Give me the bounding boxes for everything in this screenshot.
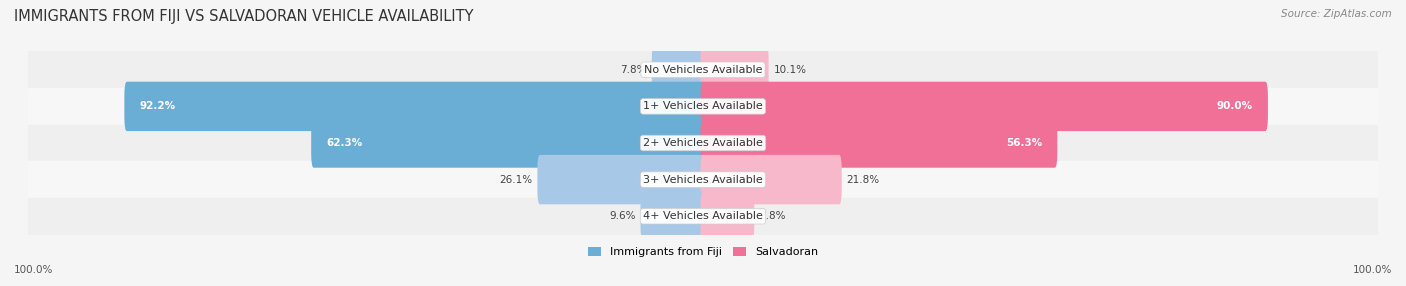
FancyBboxPatch shape [700,192,754,241]
Bar [28,88,1378,125]
FancyBboxPatch shape [700,82,1268,131]
Text: IMMIGRANTS FROM FIJI VS SALVADORAN VEHICLE AVAILABILITY: IMMIGRANTS FROM FIJI VS SALVADORAN VEHIC… [14,9,474,23]
Text: 7.8%: 7.8% [759,211,786,221]
Text: 62.3%: 62.3% [326,138,363,148]
Bar [28,125,1378,161]
Legend: Immigrants from Fiji, Salvadoran: Immigrants from Fiji, Salvadoran [583,243,823,262]
Text: 26.1%: 26.1% [499,175,533,184]
Text: 4+ Vehicles Available: 4+ Vehicles Available [643,211,763,221]
Text: 9.6%: 9.6% [609,211,636,221]
FancyBboxPatch shape [700,155,842,204]
Text: 10.1%: 10.1% [773,65,807,75]
Text: 3+ Vehicles Available: 3+ Vehicles Available [643,175,763,184]
Text: 100.0%: 100.0% [14,265,53,275]
Text: No Vehicles Available: No Vehicles Available [644,65,762,75]
Bar [28,198,1378,235]
Text: 100.0%: 100.0% [1353,265,1392,275]
Text: 1+ Vehicles Available: 1+ Vehicles Available [643,102,763,111]
FancyBboxPatch shape [700,118,1057,168]
FancyBboxPatch shape [700,45,769,94]
FancyBboxPatch shape [124,82,706,131]
FancyBboxPatch shape [537,155,706,204]
FancyBboxPatch shape [311,118,706,168]
FancyBboxPatch shape [652,45,706,94]
Text: 92.2%: 92.2% [139,102,176,111]
Bar [28,161,1378,198]
Bar [28,51,1378,88]
Text: Source: ZipAtlas.com: Source: ZipAtlas.com [1281,9,1392,19]
Text: 21.8%: 21.8% [846,175,880,184]
Text: 90.0%: 90.0% [1216,102,1253,111]
Text: 56.3%: 56.3% [1007,138,1042,148]
Text: 2+ Vehicles Available: 2+ Vehicles Available [643,138,763,148]
FancyBboxPatch shape [641,192,706,241]
Text: 7.8%: 7.8% [620,65,647,75]
